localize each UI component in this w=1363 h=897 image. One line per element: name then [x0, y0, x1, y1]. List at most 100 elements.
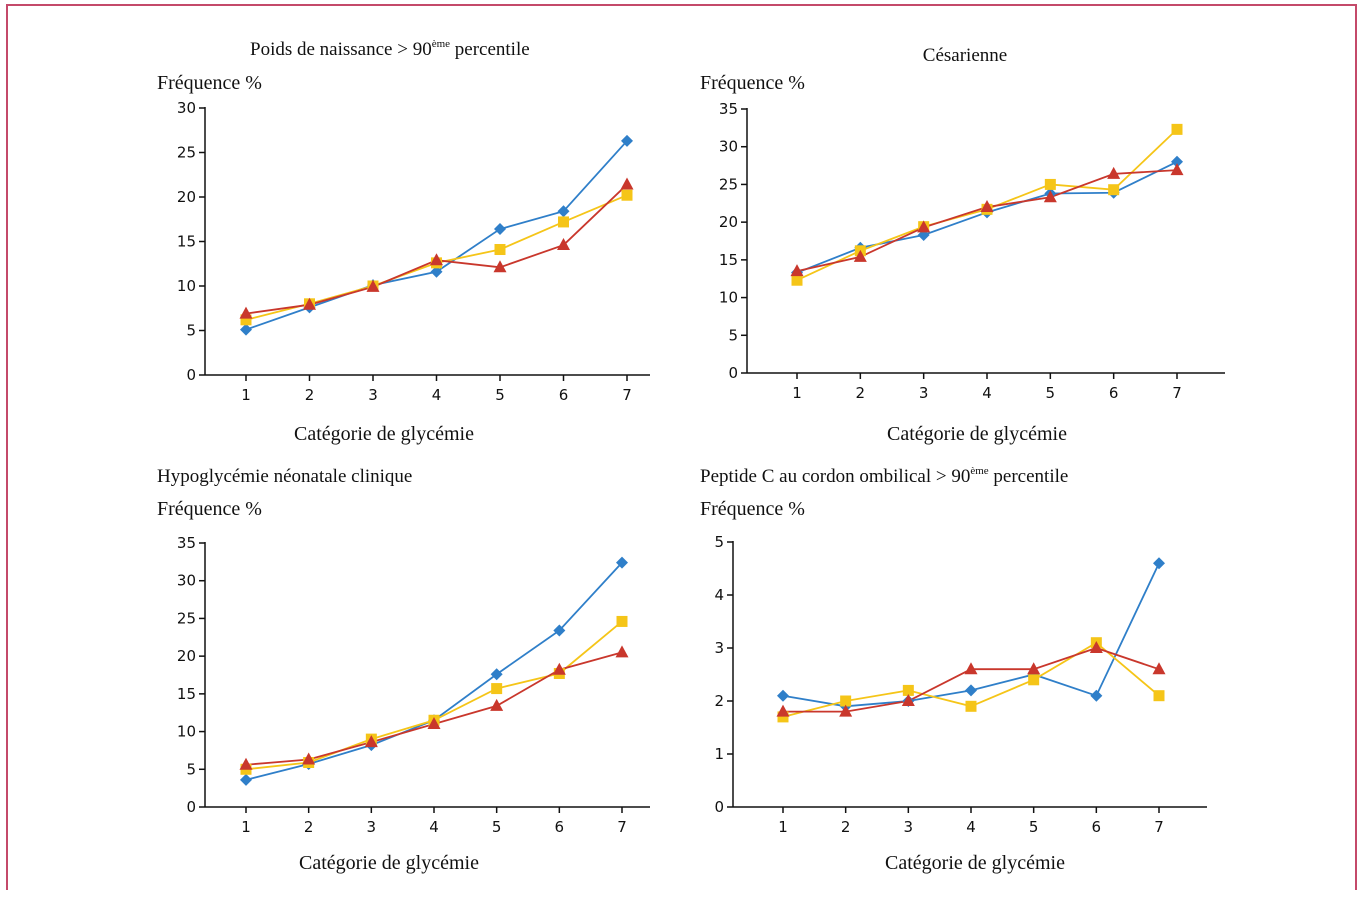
x-tick-label: 5	[1046, 384, 1056, 402]
chart-title-tail: percentile	[450, 39, 530, 60]
data-point-triangle	[490, 698, 504, 711]
data-point-triangle	[1089, 641, 1103, 653]
data-point-diamond	[553, 624, 566, 637]
chart-title-superscript: ème	[432, 38, 450, 50]
x-tick-label: 4	[432, 386, 442, 404]
data-point-triangle	[302, 752, 316, 765]
data-point-square	[621, 189, 633, 201]
chart-title: Poids de naissance > 90ème percentile	[250, 38, 530, 60]
y-tick-label: 25	[177, 609, 196, 627]
y-tick-label: 10	[177, 277, 196, 295]
data-point-triangle	[493, 260, 507, 273]
data-point-triangle	[776, 704, 790, 717]
data-point-square	[1044, 178, 1056, 190]
chart-panel-1: Poids de naissance > 90ème percentile Fré…	[157, 38, 650, 445]
data-point-square	[616, 615, 628, 627]
data-point-triangle	[552, 662, 566, 675]
data-point-square	[1171, 123, 1183, 135]
x-tick-label: 3	[367, 818, 377, 836]
data-point-triangle	[430, 253, 443, 266]
x-tick-label: 3	[904, 818, 914, 836]
y-tick-label: 20	[177, 647, 196, 665]
x-tick-label: 3	[919, 384, 929, 402]
x-tick-label: 7	[617, 818, 627, 836]
chart-title: Peptide C au cordon ombilical > 90ème pe…	[700, 465, 1068, 487]
y-tick-label: 25	[177, 144, 196, 162]
y-tick-label: 5	[186, 322, 196, 340]
series-line-2	[245, 620, 623, 771]
data-point-triangle	[557, 238, 570, 251]
y-tick-label: 20	[177, 188, 196, 206]
x-tick-label: 5	[495, 386, 505, 404]
y-tick-label: 35	[719, 100, 738, 118]
y-tick-label: 35	[177, 534, 196, 552]
x-tick-label: 5	[1029, 818, 1039, 836]
y-tick-label: 0	[186, 798, 196, 816]
y-tick-label: 15	[177, 233, 196, 251]
data-point-triangle	[1043, 190, 1057, 203]
data-point-diamond	[965, 684, 977, 697]
y-axis-label: Fréquence %	[157, 72, 262, 94]
data-point-square	[1028, 674, 1040, 686]
series-line-1	[245, 562, 623, 781]
x-tick-label: 7	[1172, 384, 1182, 402]
data-point-triangle	[853, 249, 867, 262]
x-tick-label: 1	[792, 384, 802, 402]
data-point-diamond	[430, 265, 443, 278]
figure-frame	[6, 4, 1357, 890]
chart-title-superscript: ème	[970, 465, 988, 477]
data-point-triangle	[239, 306, 253, 319]
series-line-3	[796, 169, 1178, 273]
x-tick-label: 6	[559, 386, 569, 404]
y-tick-label: 20	[719, 213, 738, 231]
y-axis-label: Fréquence %	[157, 498, 262, 520]
y-tick-label: 5	[728, 326, 738, 344]
data-point-diamond	[490, 668, 503, 681]
x-axis-label: Catégorie de glycémie	[294, 423, 474, 445]
x-axis-label: Catégorie de glycémie	[887, 423, 1067, 445]
data-point-triangle	[615, 645, 629, 658]
data-point-square	[965, 700, 977, 712]
y-tick-label: 0	[728, 364, 738, 382]
x-tick-label: 6	[1109, 384, 1119, 402]
y-tick-label: 30	[177, 99, 196, 117]
data-point-triangle	[917, 220, 931, 233]
x-tick-label: 4	[966, 818, 976, 836]
y-tick-label: 4	[714, 586, 724, 604]
data-point-triangle	[1152, 662, 1166, 675]
y-tick-label: 0	[186, 366, 196, 384]
y-tick-label: 5	[714, 533, 724, 551]
y-tick-label: 2	[714, 692, 724, 710]
chart-panel-4: Peptide C au cordon ombilical > 90ème pe…	[700, 465, 1207, 874]
x-tick-label: 2	[856, 384, 866, 402]
chart-title: Hypoglycémie néonatale clinique	[157, 466, 412, 487]
data-point-triangle	[620, 177, 634, 190]
data-point-triangle	[980, 200, 994, 213]
data-point-triangle	[1027, 662, 1041, 675]
x-tick-label: 2	[304, 818, 314, 836]
x-tick-label: 7	[622, 386, 632, 404]
data-point-square	[558, 216, 569, 228]
x-tick-label: 6	[1092, 818, 1102, 836]
y-tick-label: 30	[177, 572, 196, 590]
data-point-square	[494, 244, 506, 256]
data-point-triangle	[964, 662, 978, 675]
data-point-square	[1108, 184, 1120, 196]
chart-title: Césarienne	[923, 45, 1007, 66]
y-axis-label: Fréquence %	[700, 498, 805, 520]
y-tick-label: 15	[177, 685, 196, 703]
x-tick-label: 1	[241, 386, 251, 404]
data-point-triangle	[839, 704, 853, 717]
x-axis-label: Catégorie de glycémie	[299, 852, 479, 874]
data-point-square	[902, 684, 914, 696]
data-point-diamond	[1153, 557, 1165, 570]
y-tick-label: 10	[177, 723, 196, 741]
x-tick-label: 1	[778, 818, 788, 836]
chart-panel-2: Césarienne Fréquence % Catégorie de glycém…	[700, 45, 1225, 445]
data-point-square	[777, 711, 789, 723]
data-point-diamond	[1090, 689, 1103, 702]
y-tick-label: 3	[714, 639, 724, 657]
y-tick-label: 5	[186, 760, 196, 778]
series-line-1	[245, 140, 628, 331]
chart-title-tail: percentile	[989, 466, 1069, 487]
